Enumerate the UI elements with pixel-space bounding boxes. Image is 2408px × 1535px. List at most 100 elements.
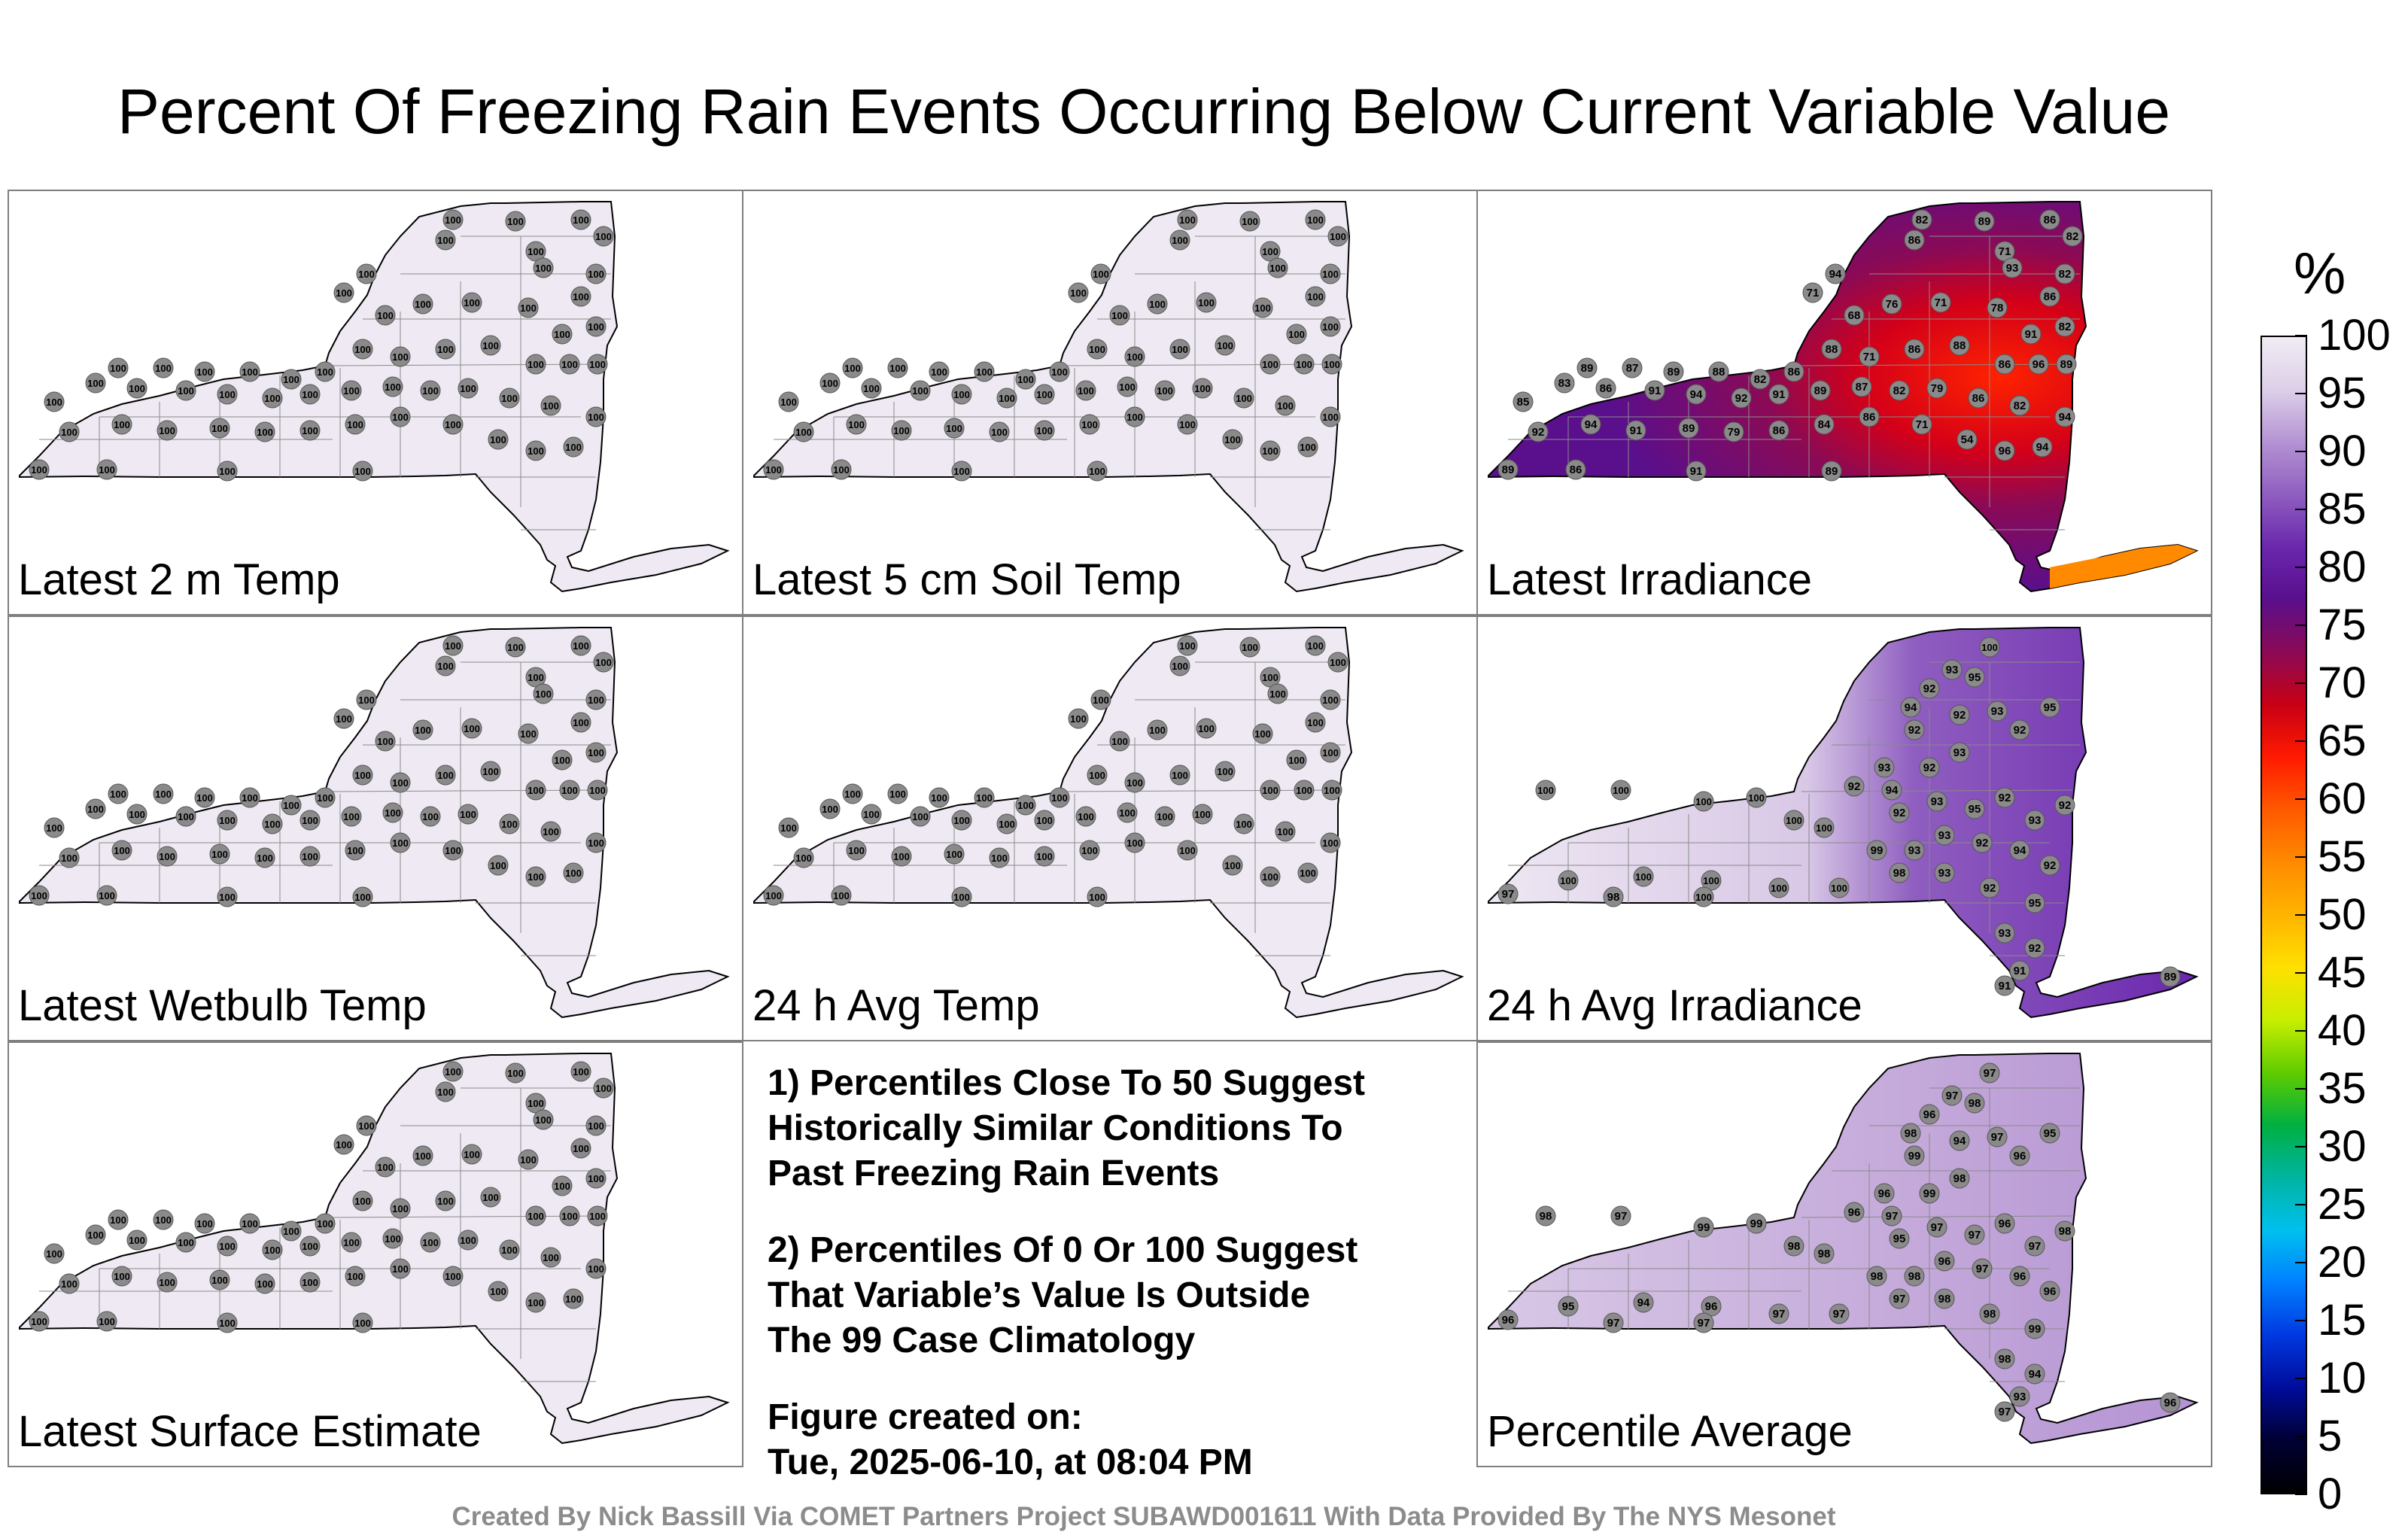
station-marker: [1558, 1296, 1579, 1317]
station-marker: [1900, 697, 1921, 718]
station-marker: [2039, 1123, 2060, 1144]
station-marker: [1693, 1312, 1714, 1333]
station-value: 88: [1826, 343, 1838, 356]
station-marker: [778, 817, 799, 838]
station-marker: [2039, 209, 2060, 230]
station-marker: [1320, 316, 1341, 337]
station-marker: [2054, 1220, 2075, 1242]
station-marker: [352, 764, 373, 786]
station-marker: [2009, 395, 2030, 416]
station-value: 100: [946, 423, 962, 434]
station-value: 100: [437, 344, 454, 355]
station-marker: [1768, 384, 1789, 405]
station-marker: [315, 361, 336, 382]
station-marker: [1686, 384, 1707, 405]
station-value: 100: [392, 351, 409, 363]
colorbar-tick-label: 30: [2318, 1122, 2367, 1171]
station-value: 86: [1600, 382, 1613, 395]
station-value: 100: [595, 657, 612, 668]
station-value: 100: [1242, 216, 1258, 227]
station-marker: [1987, 1126, 2008, 1147]
station-value: 100: [1157, 811, 1173, 822]
station-marker: [1919, 757, 1940, 778]
station-value: 100: [354, 1318, 371, 1329]
station-value: 82: [1916, 214, 1929, 226]
station-value: 100: [336, 1139, 352, 1150]
station-value: 93: [2029, 814, 2042, 827]
station-marker: [2039, 855, 2060, 876]
station-value: 92: [1953, 709, 1966, 722]
station-marker: [1994, 354, 2015, 375]
county-line: [1066, 789, 1339, 792]
station-marker: [1603, 1312, 1624, 1333]
station-marker: [390, 1258, 411, 1279]
station-value: 97: [1773, 1308, 1786, 1321]
station-value: 100: [302, 425, 318, 436]
station-marker: [1535, 780, 1556, 801]
station-marker: [262, 1239, 283, 1260]
station-marker: [1994, 923, 2015, 944]
station-marker: [1866, 1266, 1887, 1287]
station-value: 86: [2044, 290, 2057, 303]
station-marker: [315, 787, 336, 808]
station-marker: [2009, 719, 2030, 740]
station-value: 100: [1296, 359, 1312, 370]
station-value: 100: [317, 792, 333, 804]
station-value: 100: [1269, 688, 1286, 700]
station-value: 100: [1089, 466, 1105, 477]
station-marker: [1926, 791, 1947, 812]
station-value: 100: [211, 1275, 228, 1286]
colorbar-tick-label: 65: [2318, 716, 2367, 765]
station-value: 100: [46, 1248, 62, 1260]
station-marker: [435, 655, 456, 676]
station-value: 100: [573, 717, 589, 728]
station-marker: [1147, 293, 1168, 315]
colorbar-tick-mark: [2295, 1030, 2307, 1032]
station-value: 100: [482, 1192, 499, 1203]
station-value: 100: [264, 393, 281, 404]
station-marker: [1904, 719, 1925, 740]
station-marker: [375, 731, 396, 752]
station-value: 93: [1908, 844, 1921, 857]
station-value: 82: [2059, 268, 2072, 281]
station-marker: [1814, 1243, 1835, 1264]
station-marker: [518, 1149, 539, 1170]
station-value: 97: [1946, 1090, 1959, 1102]
station-marker: [1934, 825, 1955, 846]
station-value: 100: [573, 1143, 589, 1154]
station-value: 100: [1089, 344, 1105, 355]
station-marker: [533, 1109, 554, 1130]
station-value: 100: [1322, 412, 1339, 423]
station-value: 100: [565, 868, 582, 879]
station-marker: [1090, 689, 1111, 710]
station-value: 100: [354, 1196, 371, 1207]
state-outline: [1488, 201, 2199, 593]
station-value: 100: [822, 378, 838, 389]
station-value: 100: [554, 329, 570, 340]
station-marker: [1305, 635, 1326, 656]
station-value: 91: [1690, 465, 1703, 478]
station-marker: [929, 361, 950, 382]
station-marker: [299, 384, 321, 405]
station-value: 100: [501, 1245, 518, 1256]
station-marker: [420, 806, 441, 827]
station-value: 98: [1905, 1127, 1917, 1140]
station-value: 100: [991, 853, 1008, 864]
station-value: 82: [2014, 400, 2026, 412]
station-value: 97: [1931, 1221, 1944, 1234]
station-marker: [1260, 354, 1281, 375]
station-value: 100: [392, 837, 409, 849]
station-value: 100: [1816, 822, 1832, 834]
station-marker: [505, 211, 526, 232]
station-value: 100: [415, 1150, 431, 1162]
station-value: 86: [1773, 424, 1786, 437]
station-value: 100: [354, 466, 371, 477]
station-value: 100: [765, 890, 782, 901]
station-value: 100: [1236, 819, 1252, 830]
station-marker: [458, 804, 479, 825]
county-lines: [774, 661, 1345, 956]
station-value: 97: [1833, 1308, 1846, 1321]
station-marker: [1233, 813, 1254, 834]
